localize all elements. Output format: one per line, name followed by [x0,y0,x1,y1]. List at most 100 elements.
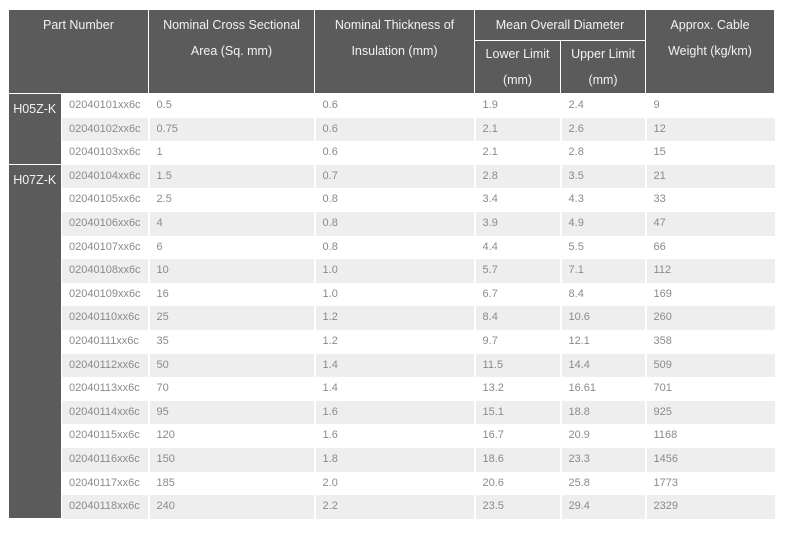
table-row: 02040105xx6c 2.5 0.8 3.4 4.3 33 [9,188,775,212]
table-row: 02040108xx6c 10 1.0 5.7 7.1 112 [9,259,775,283]
lower-limit-cell: 3.4 [474,188,562,212]
table-row: 02040117xx6c 185 2.0 20.6 25.8 1773 [9,471,775,496]
cross-section-cell: 1.5 [148,164,316,189]
lower-limit-cell: 8.4 [474,306,562,330]
insulation-cell: 2.2 [314,495,476,519]
table-row: 02040112xx6c 50 1.4 11.5 14.4 509 [9,353,775,378]
cross-section-cell: 240 [148,495,316,519]
cross-section-cell: 0.75 [148,117,316,142]
group-label: H05Z-K [8,93,62,166]
part-number-cell: 02040118xx6c [61,495,150,519]
lower-limit-cell: 20.6 [474,471,562,496]
upper-limit-cell: 25.8 [560,471,647,496]
upper-limit-cell: 18.8 [560,400,647,425]
header-upper-limit: Upper Limit (mm) [560,40,647,94]
part-number-cell: 02040105xx6c [61,188,150,212]
part-number-cell: 02040112xx6c [61,353,150,378]
weight-cell: 15 [645,141,775,165]
upper-limit-cell: 2.6 [560,117,647,142]
lower-limit-cell: 4.4 [474,235,562,260]
cross-section-cell: 16 [148,282,316,307]
part-number-cell: 02040110xx6c [61,306,150,330]
upper-limit-cell: 4.9 [560,211,647,236]
header-lower-limit: Lower Limit (mm) [474,40,562,94]
cable-spec-table: Part Number Nominal Cross Sectional Area… [7,9,776,520]
part-number-cell: 02040106xx6c [61,211,150,236]
weight-cell: 1456 [645,447,775,472]
lower-limit-cell: 15.1 [474,400,562,425]
insulation-cell: 0.6 [314,117,476,142]
upper-limit-cell: 8.4 [560,282,647,307]
insulation-cell: 1.6 [314,400,476,425]
insulation-cell: 0.8 [314,211,476,236]
cross-section-cell: 120 [148,424,316,448]
upper-limit-cell: 20.9 [560,424,647,448]
part-number-cell: 02040102xx6c [61,117,150,142]
cross-section-cell: 0.5 [148,93,316,118]
cross-section-cell: 10 [148,259,316,283]
cross-section-cell: 4 [148,211,316,236]
lower-limit-cell: 2.1 [474,117,562,142]
part-number-cell: 02040109xx6c [61,282,150,307]
cross-section-cell: 35 [148,329,316,354]
weight-cell: 2329 [645,495,775,519]
header-insulation: Nominal Thickness of Insulation (mm) [314,9,476,94]
insulation-cell: 0.8 [314,188,476,212]
weight-cell: 21 [645,164,775,189]
weight-cell: 509 [645,353,775,378]
weight-cell: 66 [645,235,775,260]
cross-section-cell: 6 [148,235,316,260]
upper-limit-cell: 16.61 [560,377,647,401]
header-mean-diameter: Mean Overall Diameter [474,9,647,41]
table-row: 02040111xx6c 35 1.2 9.7 12.1 358 [9,329,775,354]
table-row: 02040103xx6c 1 0.6 2.1 2.8 15 [9,141,775,165]
cross-section-cell: 50 [148,353,316,378]
weight-cell: 1168 [645,424,775,448]
part-number-cell: 02040116xx6c [61,447,150,472]
part-number-cell: 02040103xx6c [61,141,150,165]
part-number-cell: 02040108xx6c [61,259,150,283]
upper-limit-cell: 5.5 [560,235,647,260]
insulation-cell: 1.2 [314,329,476,354]
lower-limit-cell: 11.5 [474,353,562,378]
lower-limit-cell: 6.7 [474,282,562,307]
upper-limit-cell: 2.8 [560,141,647,165]
insulation-cell: 0.6 [314,141,476,165]
insulation-cell: 1.8 [314,447,476,472]
part-number-cell: 02040115xx6c [61,424,150,448]
cross-section-cell: 95 [148,400,316,425]
upper-limit-cell: 10.6 [560,306,647,330]
weight-cell: 701 [645,377,775,401]
insulation-cell: 2.0 [314,471,476,496]
table-row: 02040116xx6c 150 1.8 18.6 23.3 1456 [9,447,775,472]
weight-cell: 169 [645,282,775,307]
table-row: 02040113xx6c 70 1.4 13.2 16.61 701 [9,377,775,401]
table-row: 02040110xx6c 25 1.2 8.4 10.6 260 [9,306,775,330]
upper-limit-cell: 7.1 [560,259,647,283]
weight-cell: 9 [645,93,775,118]
upper-limit-cell: 23.3 [560,447,647,472]
weight-cell: 1773 [645,471,775,496]
lower-limit-cell: 13.2 [474,377,562,401]
part-number-cell: 02040107xx6c [61,235,150,260]
weight-cell: 47 [645,211,775,236]
part-number-cell: 02040111xx6c [61,329,150,354]
table-row: 02040118xx6c 240 2.2 23.5 29.4 2329 [9,495,775,519]
table-row: 02040107xx6c 6 0.8 4.4 5.5 66 [9,235,775,260]
header-part-number: Part Number [7,9,150,94]
table-row: 02040114xx6c 95 1.6 15.1 18.8 925 [9,400,775,425]
cross-section-cell: 25 [148,306,316,330]
table-row: 02040115xx6c 120 1.6 16.7 20.9 1168 [9,424,775,448]
upper-limit-cell: 4.3 [560,188,647,212]
part-number-cell: 02040114xx6c [61,400,150,425]
upper-limit-cell: 12.1 [560,329,647,354]
weight-cell: 358 [645,329,775,354]
upper-limit-cell: 14.4 [560,353,647,378]
header-cross-section: Nominal Cross Sectional Area (Sq. mm) [148,9,316,94]
insulation-cell: 1.0 [314,259,476,283]
insulation-cell: 0.6 [314,93,476,118]
weight-cell: 925 [645,400,775,425]
lower-limit-cell: 2.8 [474,164,562,189]
table-row: H05Z-K 02040101xx6c 0.5 0.6 1.9 2.4 9 [8,93,775,166]
weight-cell: 260 [645,306,775,330]
